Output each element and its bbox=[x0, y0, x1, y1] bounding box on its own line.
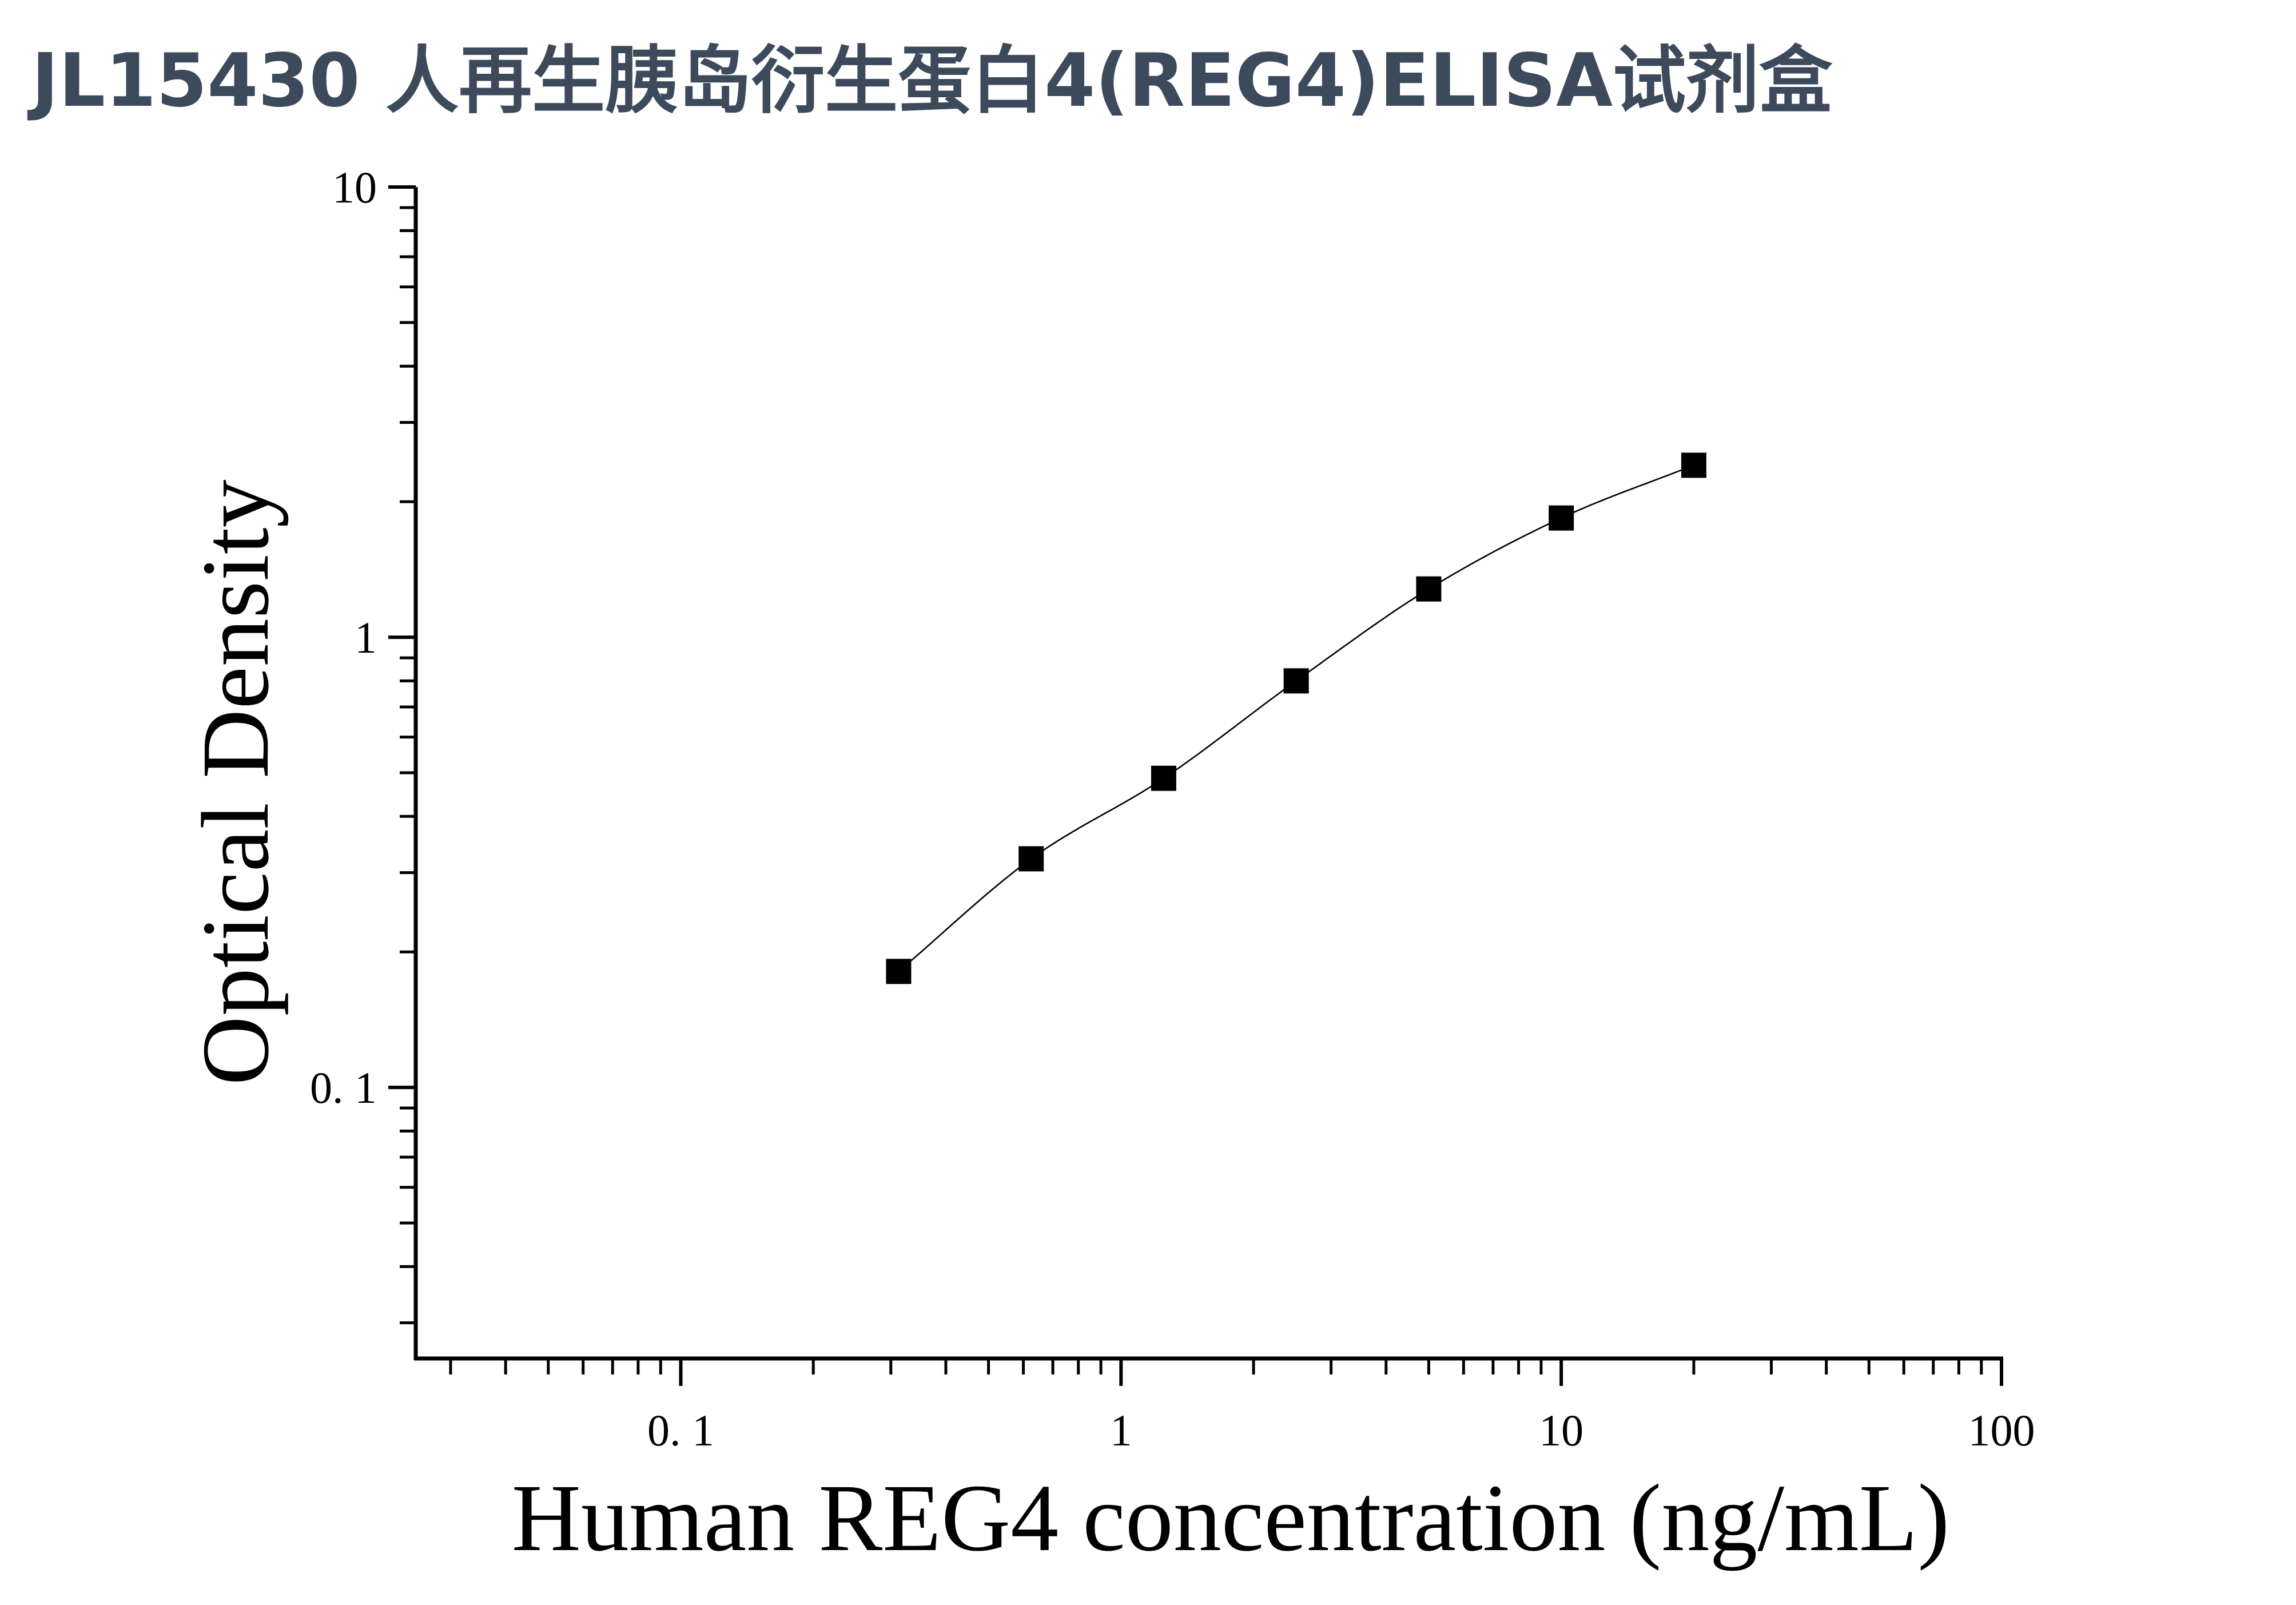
x-tick-label: 10 bbox=[1539, 1405, 1583, 1455]
x-tick-label: 100 bbox=[1968, 1405, 2035, 1455]
chart-title: JL15430 人再生胰岛衍生蛋白4(REG4)ELISA试剂盒 bbox=[27, 38, 1833, 124]
y-axis-label: Optical Density bbox=[182, 479, 289, 1085]
y-tick-label: 1 bbox=[355, 613, 377, 662]
ticks: 0. 1 1 10 100 0. 1 1 10 bbox=[310, 162, 2035, 1455]
y-tick-label: 10 bbox=[332, 162, 377, 212]
data-point bbox=[1018, 846, 1044, 872]
data-point bbox=[886, 959, 912, 984]
data-point bbox=[1151, 765, 1176, 791]
data-point bbox=[1283, 668, 1309, 694]
axes bbox=[413, 187, 2003, 1361]
y-tick-label: 0. 1 bbox=[310, 1063, 377, 1113]
data-point bbox=[1549, 505, 1574, 531]
data-point bbox=[1416, 576, 1442, 602]
data-point bbox=[1681, 452, 1706, 478]
fit-curve bbox=[898, 464, 1694, 972]
data-points bbox=[886, 452, 1706, 984]
x-axis-label: Human REG4 concentration (ng/mL) bbox=[512, 1465, 1950, 1571]
x-tick-label: 1 bbox=[1110, 1405, 1132, 1455]
x-tick-label: 0. 1 bbox=[647, 1405, 714, 1455]
